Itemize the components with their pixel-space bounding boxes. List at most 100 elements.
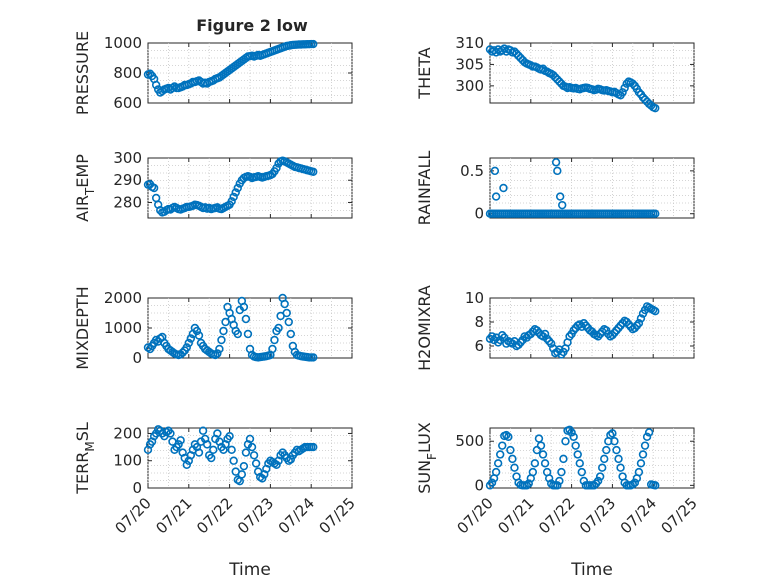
- y-axis-label-subscript: F: [425, 453, 439, 460]
- data-point: [241, 448, 251, 457]
- x-tick-label: 07/21: [152, 494, 195, 537]
- data-point: [569, 432, 578, 442]
- data-point: [274, 323, 283, 333]
- data-point: [561, 437, 570, 446]
- y-tick-label: 500: [455, 432, 484, 450]
- data-point: [247, 442, 257, 452]
- data-point: [506, 46, 515, 55]
- x-axis-label: Time: [228, 560, 271, 580]
- data-point: [178, 348, 187, 357]
- data-point: [182, 343, 191, 352]
- data-point: [508, 454, 517, 464]
- data-point: [558, 200, 567, 210]
- data-point: [227, 445, 236, 455]
- data-point: [532, 445, 542, 455]
- data-point: [600, 454, 609, 464]
- data-point: [593, 476, 603, 486]
- y-axis-label: AIRTEMP: [73, 154, 97, 222]
- data-point: [149, 183, 159, 193]
- data-point: [546, 339, 556, 348]
- x-tick-label: 07/23: [576, 494, 619, 537]
- data-point: [628, 480, 637, 489]
- data-point: [506, 445, 515, 455]
- data-point: [528, 467, 538, 477]
- data-point: [282, 308, 291, 318]
- data-point: [225, 431, 234, 441]
- data-point: [270, 335, 279, 345]
- x-tick-label: 07/20: [454, 494, 497, 537]
- y-axis-label: THETA: [415, 47, 434, 99]
- x-tick-label: 07/20: [112, 494, 155, 537]
- data-point: [309, 167, 318, 176]
- data-point: [540, 459, 550, 468]
- data-point: [642, 432, 652, 442]
- data-point: [241, 314, 251, 324]
- data-point: [145, 69, 155, 78]
- data-point: [553, 481, 562, 490]
- data-point: [251, 459, 261, 468]
- data-point: [286, 455, 295, 464]
- figure-title: Figure 2 low: [196, 16, 308, 35]
- y-tick-label: 100: [113, 452, 142, 470]
- y-tick-label: 0: [132, 479, 142, 497]
- data-point: [510, 463, 519, 472]
- data-point: [579, 476, 589, 486]
- data-point: [237, 470, 247, 479]
- data-point: [644, 428, 654, 437]
- x-tick-label: 07/24: [275, 494, 318, 537]
- data-point: [194, 331, 204, 340]
- y-axis-label-main: SUN: [415, 460, 434, 494]
- data-point: [496, 450, 505, 459]
- data-point: [233, 183, 242, 193]
- y-tick-label: 8: [474, 313, 484, 331]
- data-point: [309, 353, 318, 362]
- x-tick-label: 07/25: [658, 494, 701, 537]
- data-point: [245, 434, 255, 444]
- data-point: [559, 454, 568, 464]
- data-point: [213, 349, 222, 358]
- x-axis-label: Time: [570, 560, 613, 580]
- data-point: [602, 445, 611, 455]
- data-point: [268, 344, 277, 354]
- data-point: [309, 39, 318, 49]
- data-point: [207, 453, 216, 463]
- data-point: [540, 329, 550, 339]
- data-point: [575, 459, 584, 468]
- data-point: [272, 163, 281, 173]
- data-point: [498, 441, 507, 450]
- data-point: [202, 440, 212, 449]
- data-point: [538, 450, 548, 459]
- x-tick-label: 07/24: [617, 494, 660, 537]
- data-point: [573, 450, 582, 459]
- data-point: [493, 459, 503, 468]
- data-point: [231, 188, 240, 197]
- y-axis-label: TERRMSL: [73, 422, 97, 495]
- y-tick-label: 1000: [104, 319, 142, 337]
- data-point: [502, 430, 511, 440]
- data-point: [555, 476, 564, 486]
- y-tick-label: 6: [474, 337, 484, 355]
- data-point: [258, 474, 267, 483]
- data-point: [233, 329, 242, 339]
- subplot-rainfall: 0 0.5 RAINFALL: [415, 151, 695, 225]
- y-axis-label-tail: LUX: [415, 422, 434, 453]
- data-point: [651, 307, 660, 316]
- data-point: [553, 166, 562, 176]
- y-tick-label: 600: [113, 94, 142, 112]
- y-axis-label-tail: EMP: [73, 154, 92, 188]
- data-point: [166, 429, 175, 438]
- subplot-mixdepth: 0 1000 2000 MIXDEPTH: [73, 286, 353, 370]
- y-tick-label: 800: [113, 64, 142, 82]
- data-point: [640, 441, 650, 450]
- data-point: [198, 426, 208, 435]
- subplot-h2omixra: 6 8 10 H2OMIXRA: [415, 285, 695, 371]
- data-point: [557, 467, 566, 477]
- y-axis-label-main: H2OMIXRA: [415, 285, 434, 371]
- y-tick-label: 310: [455, 34, 484, 52]
- x-tick-label: 07/25: [316, 494, 359, 537]
- y-tick-label: 290: [113, 171, 142, 189]
- data-point: [284, 317, 293, 327]
- y-axis-label-main: AIR: [73, 195, 92, 222]
